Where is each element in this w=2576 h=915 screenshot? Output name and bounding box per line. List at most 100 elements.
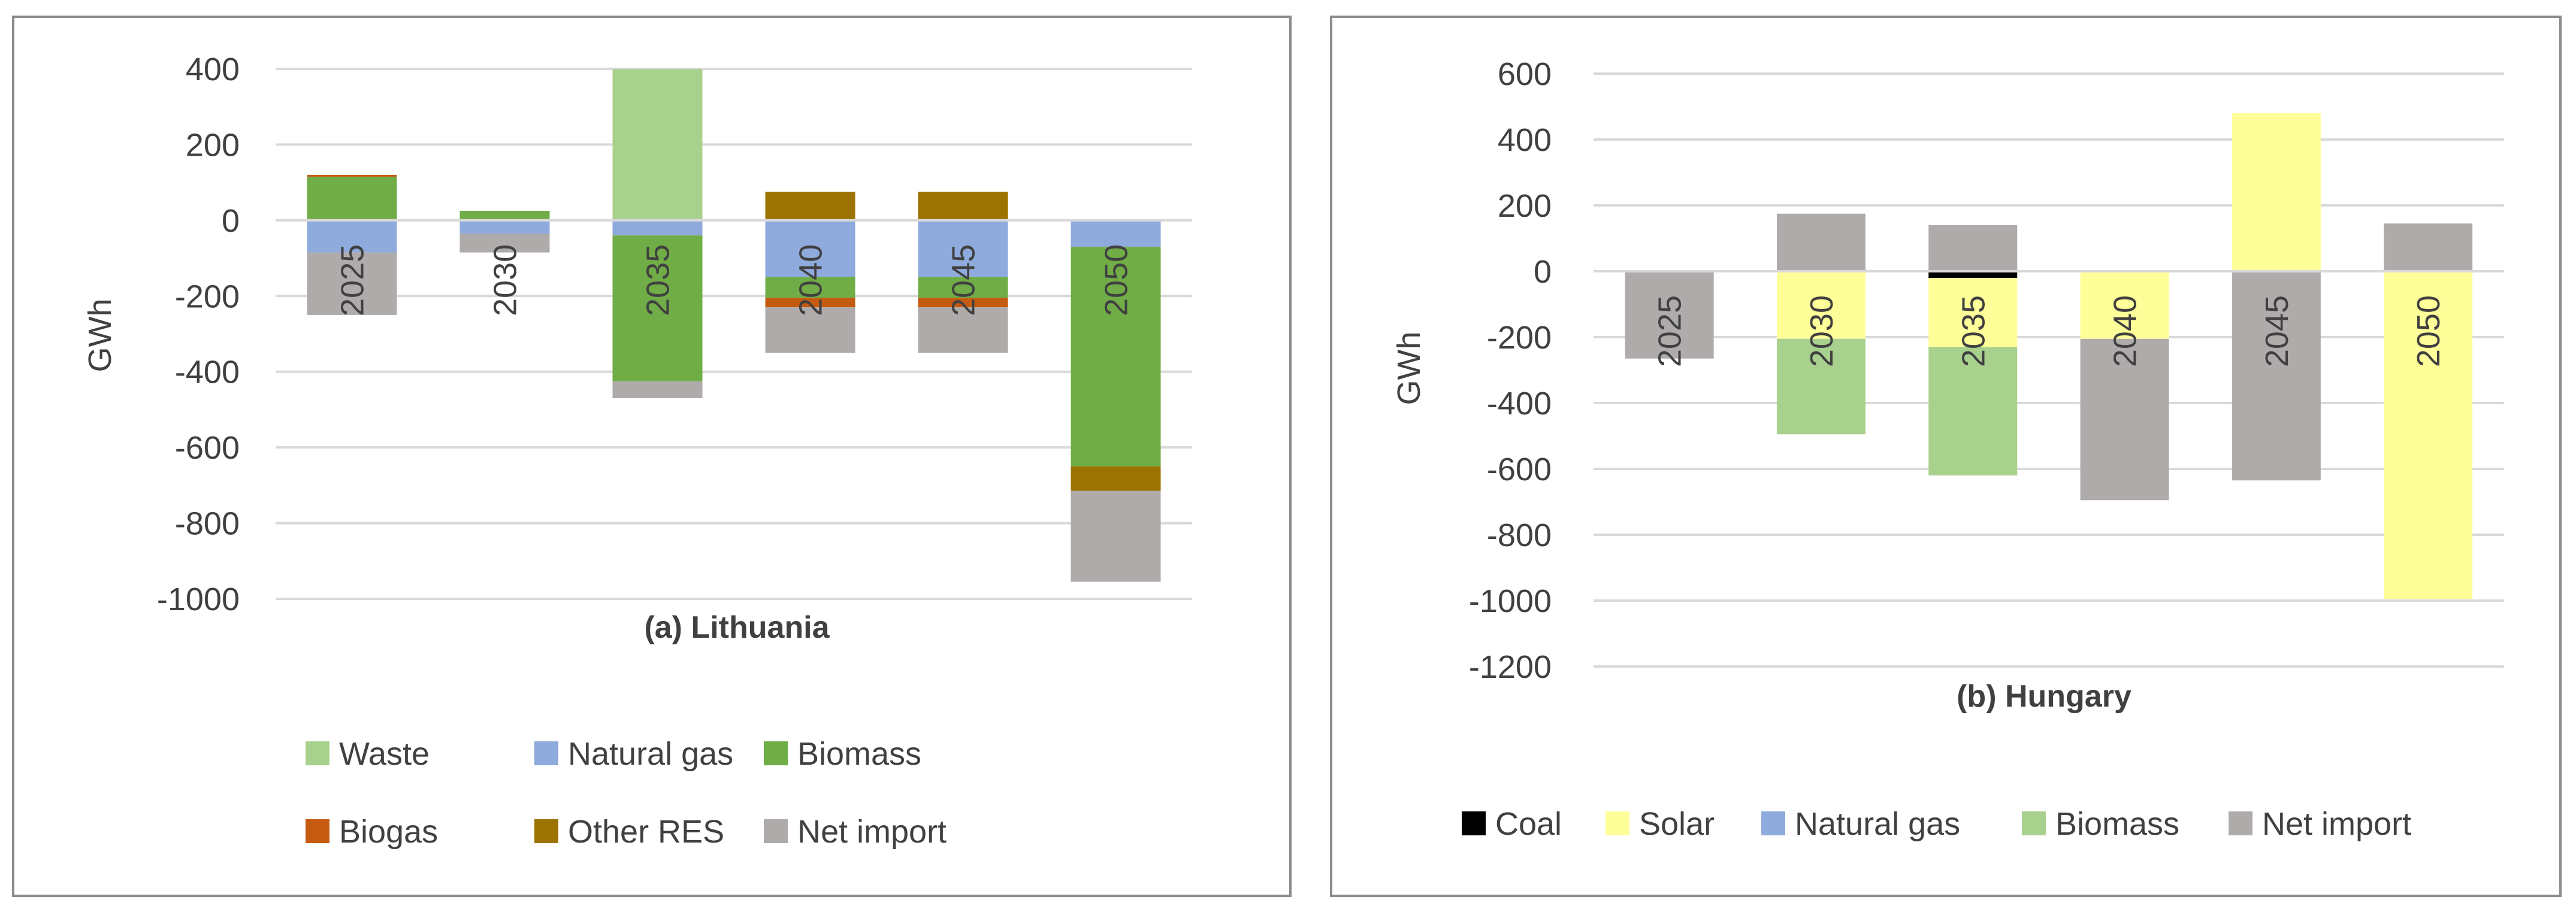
bar-solar-2030 bbox=[1776, 271, 1866, 339]
x-category-label: 2035 bbox=[1955, 295, 1991, 367]
x-category-label: 2050 bbox=[2411, 295, 2447, 367]
bar-biomass-2035 bbox=[612, 235, 703, 381]
legend-item-waste: Waste bbox=[306, 736, 430, 772]
y-tick-label: -1200 bbox=[1469, 649, 1552, 685]
legend-swatch bbox=[2022, 811, 2046, 835]
y-tick-label: -200 bbox=[1487, 320, 1552, 356]
bar-biomass-2025 bbox=[307, 177, 397, 220]
legend-item-other-res: Other RES bbox=[534, 814, 724, 850]
bar-net-import-2035 bbox=[1928, 225, 2018, 271]
legend-item-biomass: Biomass bbox=[2022, 806, 2179, 842]
bar-biomass-2040 bbox=[765, 277, 855, 298]
legend-label: Other RES bbox=[568, 814, 724, 850]
y-tick-label: 200 bbox=[1498, 188, 1552, 224]
legend-swatch bbox=[1462, 811, 1486, 835]
legend-swatch bbox=[1606, 811, 1629, 835]
legend-swatch bbox=[764, 741, 788, 765]
legend: Coal Solar Natural gas Biomass Net import bbox=[1462, 806, 2411, 842]
bar-other-res-2045 bbox=[918, 192, 1008, 220]
x-category-label: 2050 bbox=[1099, 244, 1135, 316]
x-category-label: 2030 bbox=[488, 244, 524, 316]
bars bbox=[307, 69, 1161, 582]
bar-other-res-2050 bbox=[1071, 466, 1161, 491]
legend-item-solar: Solar bbox=[1606, 806, 1715, 842]
legend-swatch bbox=[306, 819, 329, 843]
y-tick-label: -1000 bbox=[157, 581, 240, 617]
y-tick-label: -600 bbox=[175, 430, 240, 466]
bar-net-import-2030 bbox=[459, 233, 550, 253]
bar-biomass-2045 bbox=[918, 277, 1008, 298]
bar-biomass-2035 bbox=[1928, 347, 2018, 475]
legend-item-coal: Coal bbox=[1462, 806, 1562, 842]
panel-lithuania: 400 200 0 -200 -400 -600 -800 -1000 GWh 2025 2030 2… bbox=[82, 51, 1192, 850]
legend-item-biogas: Biogas bbox=[306, 814, 438, 850]
legend-label: Solar bbox=[1639, 806, 1715, 842]
legend-label: Biogas bbox=[339, 814, 438, 850]
bar-natural-gas-2035 bbox=[612, 220, 703, 236]
bar-natural-gas-2025 bbox=[307, 220, 397, 253]
bar-net-import-2035 bbox=[612, 381, 703, 398]
y-axis-label: GWh bbox=[82, 298, 118, 372]
bar-net-import-2040 bbox=[765, 307, 855, 353]
legend-label: Coal bbox=[1495, 806, 1562, 842]
bar-net-import-2040 bbox=[2080, 338, 2169, 501]
x-category-label: 2030 bbox=[1804, 295, 1840, 367]
legend-item-net-import: Net import bbox=[2229, 806, 2411, 842]
y-tick-label: -1000 bbox=[1469, 583, 1552, 619]
bar-natural-gas-2045 bbox=[918, 220, 1008, 277]
legend-label: Natural gas bbox=[568, 736, 733, 772]
y-tick-label: -200 bbox=[175, 278, 240, 314]
y-tick-label: 200 bbox=[186, 127, 240, 163]
legend-item-natural-gas: Natural gas bbox=[534, 736, 733, 772]
x-category-label: 2040 bbox=[793, 244, 829, 316]
bar-coal-2035 bbox=[1928, 271, 2018, 278]
legend-item-natural-gas: Natural gas bbox=[1761, 806, 1960, 842]
x-category-label: 2040 bbox=[2108, 295, 2143, 367]
bar-solar-2035 bbox=[1928, 278, 2018, 347]
panel-hungary: 600 400 200 0 -200 -400 -600 -800 -1000 -1200 GWh 2… bbox=[1391, 56, 2504, 842]
legend-swatch bbox=[534, 819, 558, 843]
bar-net-import-2025 bbox=[1625, 271, 1714, 359]
y-tick-label: 400 bbox=[186, 51, 240, 87]
bar-other-res-2040 bbox=[765, 192, 855, 220]
legend-label: Waste bbox=[339, 736, 430, 772]
legend-label: Natural gas bbox=[1795, 806, 1960, 842]
y-tick-label: 0 bbox=[1534, 254, 1552, 290]
bar-net-import-2030 bbox=[1776, 213, 1866, 271]
x-category-label: 2045 bbox=[2259, 295, 2295, 367]
bar-natural-gas-2050 bbox=[1071, 220, 1161, 247]
bar-net-import-2025 bbox=[307, 252, 397, 315]
bar-natural-gas-2030 bbox=[459, 220, 550, 234]
bar-biogas-2045 bbox=[918, 298, 1008, 308]
x-category-label: 2025 bbox=[1652, 295, 1688, 367]
y-tick-label: -800 bbox=[1487, 517, 1552, 553]
legend-label: Net import bbox=[2262, 806, 2411, 842]
chart-title: (a) Lithuania bbox=[644, 610, 830, 645]
legend-swatch bbox=[534, 741, 558, 765]
legend-label: Biomass bbox=[2055, 806, 2179, 842]
bar-solar-2045 bbox=[2232, 113, 2321, 271]
legend-swatch bbox=[306, 741, 329, 765]
legend-item-biomass: Biomass bbox=[764, 736, 921, 772]
y-tick-label: 400 bbox=[1498, 122, 1552, 158]
y-axis-label: GWh bbox=[1391, 331, 1427, 405]
bar-natural-gas-2040 bbox=[765, 220, 855, 277]
legend-swatch bbox=[764, 819, 788, 843]
bar-solar-2050 bbox=[2384, 271, 2473, 599]
y-tick-label: 0 bbox=[222, 203, 240, 239]
legend-swatch bbox=[1761, 811, 1785, 835]
x-category-label: 2035 bbox=[640, 244, 676, 316]
y-tick-label: -800 bbox=[175, 506, 240, 542]
bar-biomass-2030 bbox=[459, 211, 550, 220]
bars bbox=[1625, 113, 2473, 599]
x-category-label: 2045 bbox=[946, 244, 982, 316]
bar-biogas-2025 bbox=[307, 175, 397, 177]
bar-waste-2035 bbox=[612, 69, 703, 220]
bar-biogas-2040 bbox=[765, 298, 855, 308]
legend-label: Net import bbox=[797, 814, 947, 850]
y-tick-label: -600 bbox=[1487, 452, 1552, 487]
bar-net-import-2050 bbox=[2384, 223, 2473, 271]
bar-biomass-2050 bbox=[1071, 247, 1161, 466]
legend-swatch bbox=[2229, 811, 2253, 835]
